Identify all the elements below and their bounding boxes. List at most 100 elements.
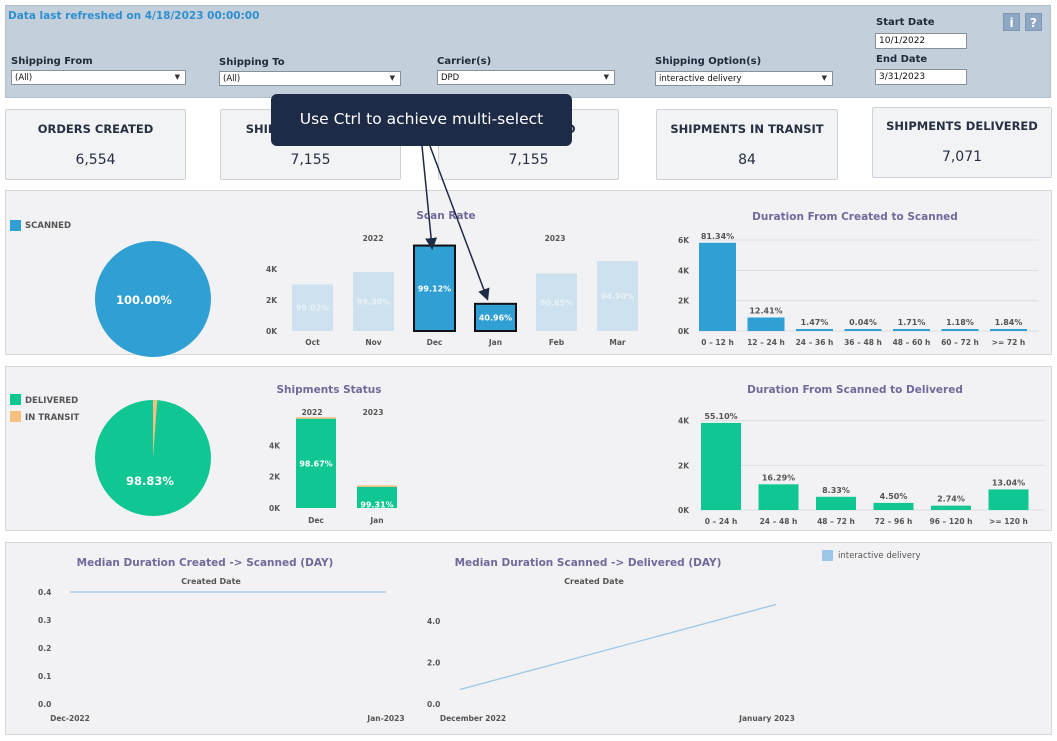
data-label: 1.47% — [801, 318, 829, 327]
x-tick-label: 48 – 72 h — [817, 517, 855, 526]
bar-delivered-dec[interactable] — [296, 418, 336, 508]
chart-title: Shipments Status — [276, 384, 381, 396]
y-tick-label: 2K — [269, 473, 281, 482]
data-label: 99.30% — [357, 297, 390, 306]
x-tick-label: Dec-2022 — [50, 714, 90, 723]
data-label: 99.12% — [418, 284, 451, 293]
data-label: 81.34% — [701, 232, 734, 241]
interactive-delivery-legend-label: interactive delivery — [838, 551, 921, 561]
bar-96-120-h[interactable] — [931, 505, 971, 510]
bar-48-72-h[interactable] — [816, 496, 856, 510]
kpi-value: 7,155 — [290, 152, 331, 168]
x-tick-label: Dec — [308, 516, 324, 525]
x-tick-label: >= 72 h — [992, 338, 1026, 347]
y-tick-label: 2K — [678, 297, 690, 306]
bar-0-12-h[interactable] — [699, 242, 736, 331]
bar-0-24-h[interactable] — [701, 422, 741, 510]
data-label: 12.41% — [749, 307, 782, 316]
data-label: 8.33% — [822, 486, 850, 495]
chart-title: Scan Rate — [416, 210, 475, 222]
pie-label: 98.83% — [126, 474, 174, 488]
help-icon[interactable]: ? — [1025, 13, 1042, 31]
x-tick-label: 12 – 24 h — [747, 338, 785, 347]
x-tick-label: Dec — [427, 338, 443, 347]
chart-subtitle: Created Date — [181, 577, 241, 586]
data-label: 13.04% — [992, 478, 1025, 487]
shipping-option-select[interactable]: interactive delivery ▼ — [655, 71, 833, 86]
x-tick-label: 96 – 120 h — [929, 517, 972, 526]
median-scanned-delivered-chart: Median Duration Scanned -> Delivered (DA… — [427, 557, 795, 723]
bar-oct[interactable] — [292, 284, 333, 331]
data-label: 94.90% — [601, 292, 634, 301]
data-label: 2.74% — [937, 495, 965, 504]
bar-delivered-jan[interactable] — [357, 486, 397, 508]
data-label: 99.31% — [360, 500, 393, 509]
group-label: 2022 — [363, 234, 384, 243]
shipping-to-select[interactable]: (All) ▼ — [219, 71, 401, 86]
bar-feb[interactable] — [536, 273, 577, 331]
x-tick-label: Jan — [488, 338, 502, 347]
y-tick-label: 0K — [678, 506, 690, 515]
bar-mar[interactable] — [597, 261, 638, 331]
shipments-status-chart: Shipments Status 4K 2K 0K 98.67% Dec 2022 99.31… — [269, 384, 397, 525]
data-label: 40.96% — [479, 313, 512, 322]
scanned-legend-label: SCANNED — [25, 221, 72, 231]
x-tick-label: 60 – 72 h — [941, 338, 979, 347]
bar-36-48-h[interactable] — [844, 329, 882, 331]
bar-24-48-h[interactable] — [758, 484, 799, 510]
bar-in-transit-dec[interactable] — [296, 417, 336, 419]
shipping-to-label: Shipping To — [219, 57, 285, 68]
chevron-down-icon: ▼ — [389, 74, 395, 82]
x-tick-label: Jan-2023 — [366, 714, 404, 723]
bar-60-72-h[interactable] — [941, 329, 979, 331]
kpi-title: SHIPMENTS IN TRANSIT — [670, 122, 824, 136]
kpi-value: 6,554 — [75, 152, 116, 168]
bar-24-36-h[interactable] — [796, 329, 833, 331]
info-icon[interactable]: i — [1003, 13, 1020, 31]
x-tick-label: Mar — [609, 338, 626, 347]
x-tick-label: 0 – 12 h — [701, 338, 734, 347]
group-label: 2023 — [545, 234, 566, 243]
bar-48-60-h[interactable] — [893, 329, 930, 331]
y-tick-label: 0.0 — [427, 700, 440, 709]
bar-72-96-h[interactable] — [873, 502, 914, 510]
bar--72-h[interactable] — [990, 329, 1027, 331]
bar-jan[interactable] — [474, 302, 517, 332]
start-date-input[interactable]: 10/1/2022 — [875, 33, 967, 49]
carriers-select[interactable]: DPD ▼ — [437, 70, 615, 85]
chart-title: Duration From Created to Scanned — [752, 211, 958, 223]
shipping-from-select[interactable]: (All) ▼ — [11, 70, 186, 85]
bar--120-h[interactable] — [988, 489, 1029, 510]
data-label: 1.84% — [995, 318, 1023, 327]
data-label: 1.71% — [898, 318, 926, 327]
pie-slice-scanned[interactable] — [95, 241, 211, 357]
y-tick-label: 4K — [678, 417, 690, 426]
x-tick-label: 24 – 48 h — [760, 517, 798, 526]
delivered-legend-swatch — [10, 394, 21, 405]
bar-12-24-h[interactable] — [747, 317, 785, 331]
pie-slice-in-transit[interactable] — [153, 400, 158, 458]
data-label: 98.67% — [299, 459, 332, 468]
median-panel — [5, 542, 1052, 735]
bar-nov[interactable] — [353, 271, 394, 331]
y-tick-label: 4K — [266, 265, 278, 274]
data-label: 90.85% — [540, 298, 573, 307]
y-tick-label: 0.1 — [38, 672, 51, 681]
shipment-pie-chart: 98.83% — [95, 400, 211, 516]
multi-select-tooltip: Use Ctrl to achieve multi-select — [271, 94, 572, 146]
data-label: 16.29% — [762, 473, 795, 482]
start-date-label: Start Date — [876, 17, 935, 28]
kpi-value: 7,071 — [941, 149, 983, 165]
x-tick-label: 24 – 36 h — [796, 338, 834, 347]
chevron-down-icon: ▼ — [821, 74, 827, 82]
x-tick-label: 0 – 24 h — [705, 517, 738, 526]
y-tick-label: 4K — [269, 441, 281, 450]
chart-title: Median Duration Scanned -> Delivered (DA… — [455, 557, 722, 569]
shipping-to-value: (All) — [223, 74, 241, 84]
y-tick-label: 0.3 — [38, 616, 51, 625]
bar-in-transit-jan[interactable] — [357, 485, 397, 487]
interactive-delivery-legend-swatch — [822, 550, 833, 561]
y-tick-label: 0.0 — [38, 700, 51, 709]
end-date-input[interactable]: 3/31/2023 — [875, 69, 967, 85]
y-tick-label: 0.4 — [38, 588, 51, 597]
